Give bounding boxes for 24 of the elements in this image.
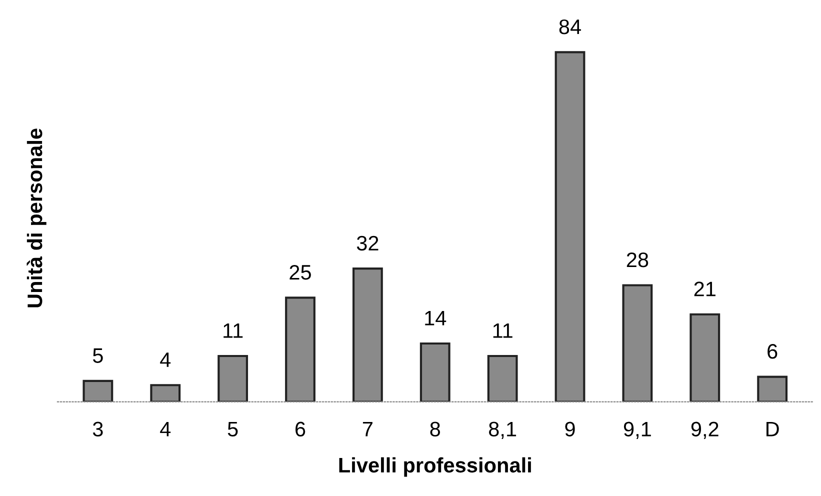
data-label: 4: [160, 352, 171, 367]
data-label: 5: [92, 348, 103, 363]
data-label: 25: [290, 264, 311, 280]
x-tick-label: 3: [92, 422, 103, 437]
x-tick-label: 5: [228, 422, 238, 437]
data-label: 32: [356, 236, 378, 251]
x-tick-label: 9: [565, 422, 575, 437]
data-label: 6: [768, 344, 778, 359]
x-tick-label: 8,1: [488, 422, 516, 439]
data-label: 11: [493, 323, 512, 338]
x-axis-title: Livelli professionali: [339, 457, 531, 477]
data-label: 28: [626, 252, 648, 268]
data-label: 14: [425, 310, 446, 326]
data-label: 84: [559, 19, 581, 34]
x-tick-label: 9,2: [691, 422, 718, 439]
data-label: 11: [224, 323, 243, 338]
x-tick-label: 7: [362, 422, 372, 436]
x-tick-label: 4: [160, 422, 171, 436]
y-axis-title: Unità di personale: [26, 128, 46, 308]
x-tick-label: 6: [296, 422, 306, 437]
x-tick-label: 9,1: [624, 422, 651, 439]
data-label: 21: [694, 282, 716, 296]
x-tick-label: D: [766, 422, 779, 436]
x-tick-label: 8: [430, 422, 440, 437]
